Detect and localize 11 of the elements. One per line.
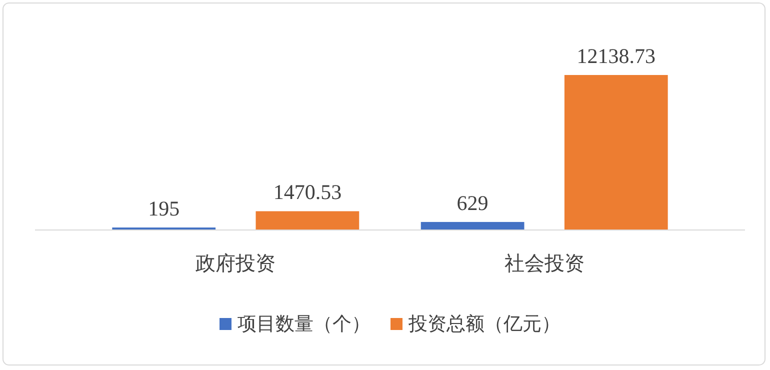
legend-label: 项目数量（个）: [238, 314, 370, 335]
bar: [256, 211, 360, 230]
bar: [420, 222, 524, 230]
data-label: 195: [148, 196, 180, 221]
data-label: 12138.73: [576, 44, 656, 68]
bar: [564, 75, 668, 230]
x-tick-label: 社会投资: [504, 253, 584, 275]
legend-label: 投资总额（亿元）: [408, 313, 560, 335]
data-label: 629: [456, 190, 488, 215]
x-tick-label: 政府投资: [196, 253, 276, 275]
data-label: 1470.53: [273, 180, 342, 204]
